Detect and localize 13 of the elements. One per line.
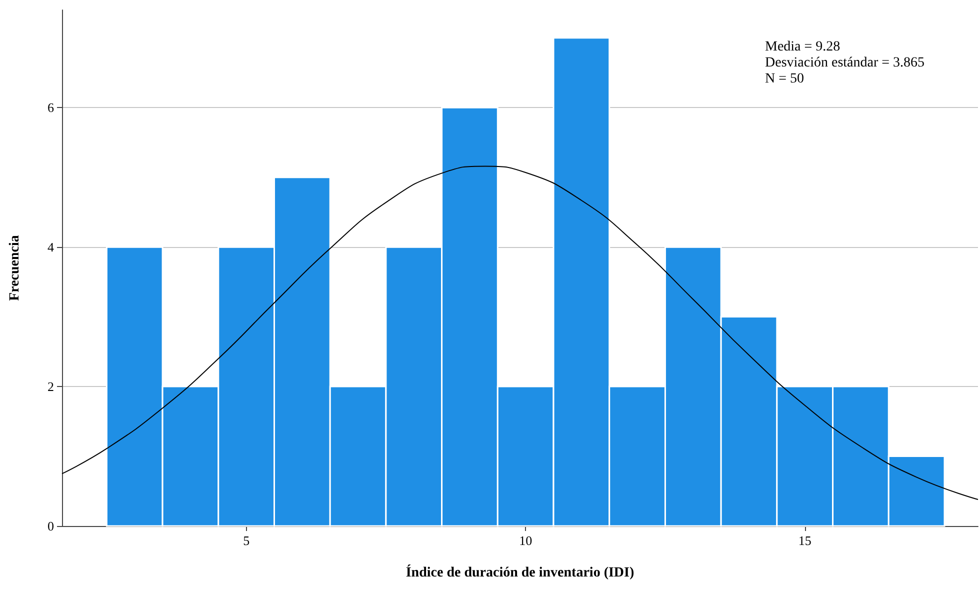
annotation: N = 50	[765, 72, 804, 86]
y-tick-label: 2	[48, 379, 54, 394]
annotation: Media = 9.28	[765, 40, 840, 54]
x-tick-label: 5	[243, 533, 250, 548]
x-tick-label: 10	[519, 533, 532, 548]
y-axis-title: Frecuencia	[8, 235, 22, 301]
x-tick-label: 15	[798, 533, 812, 548]
y-tick-label: 0	[48, 518, 54, 534]
annotation: Desviación estándar = 3.865	[765, 56, 925, 70]
x-axis-title: Índice de duración de inventario (IDI)	[406, 564, 634, 580]
y-tick-label: 6	[48, 100, 54, 116]
line-series	[62, 166, 978, 500]
y-tick-label: 4	[48, 240, 54, 255]
